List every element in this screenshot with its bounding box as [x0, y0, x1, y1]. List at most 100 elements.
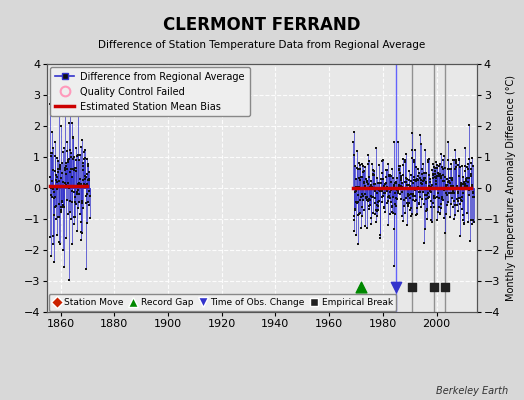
Point — [421, 226, 430, 232]
Point — [455, 173, 464, 180]
Point — [58, 149, 67, 155]
Text: CLERMONT FERRAND: CLERMONT FERRAND — [163, 16, 361, 34]
Point — [372, 144, 380, 151]
Point — [57, 209, 66, 216]
Point — [360, 180, 368, 187]
Point — [77, 229, 85, 236]
Point — [440, 187, 448, 193]
Point — [368, 166, 377, 173]
Point — [85, 193, 94, 200]
Point — [403, 181, 411, 188]
Point — [55, 178, 63, 184]
Point — [418, 184, 426, 191]
Point — [435, 173, 444, 179]
Point — [457, 196, 465, 203]
Point — [420, 175, 429, 181]
Point — [49, 195, 58, 201]
Point — [361, 190, 369, 197]
Point — [50, 189, 58, 195]
Point — [439, 166, 447, 172]
Point — [364, 181, 372, 187]
Point — [412, 176, 420, 183]
Point — [398, 183, 406, 190]
Point — [380, 190, 389, 196]
Point — [425, 183, 433, 189]
Point — [433, 217, 442, 224]
Point — [457, 180, 466, 186]
Point — [86, 215, 94, 222]
Point — [46, 174, 54, 180]
Point — [420, 175, 429, 181]
Point — [450, 216, 458, 222]
Point — [423, 206, 431, 212]
Point — [449, 204, 457, 211]
Point — [353, 192, 362, 198]
Point — [365, 174, 373, 180]
Point — [55, 88, 63, 95]
Point — [353, 165, 361, 172]
Point — [424, 182, 433, 189]
Y-axis label: Monthly Temperature Anomaly Difference (°C): Monthly Temperature Anomaly Difference (… — [506, 75, 516, 301]
Point — [64, 156, 73, 162]
Point — [438, 194, 446, 200]
Point — [414, 200, 423, 206]
Point — [65, 120, 73, 126]
Point — [57, 175, 66, 181]
Point — [67, 166, 75, 172]
Point — [443, 139, 452, 146]
Point — [63, 197, 71, 203]
Point — [390, 184, 398, 190]
Point — [351, 189, 359, 196]
Point — [466, 217, 475, 223]
Point — [463, 210, 472, 216]
Point — [402, 174, 410, 181]
Point — [412, 197, 420, 204]
Point — [414, 166, 422, 172]
Point — [64, 185, 73, 192]
Point — [375, 179, 383, 186]
Point — [56, 162, 64, 168]
Point — [387, 187, 395, 194]
Point — [449, 157, 457, 164]
Point — [408, 197, 417, 203]
Point — [67, 150, 75, 156]
Point — [445, 178, 453, 184]
Point — [356, 166, 364, 172]
Point — [401, 151, 410, 157]
Point — [427, 217, 435, 224]
Point — [395, 184, 403, 190]
Point — [457, 183, 465, 189]
Point — [441, 186, 449, 192]
Point — [462, 176, 471, 182]
Point — [467, 172, 475, 179]
Point — [423, 192, 431, 198]
Point — [365, 206, 373, 212]
Point — [79, 160, 87, 166]
Point — [350, 129, 358, 135]
Point — [60, 204, 68, 210]
Point — [354, 241, 362, 247]
Point — [469, 163, 477, 169]
Point — [413, 184, 422, 191]
Point — [79, 163, 88, 170]
Point — [435, 172, 443, 178]
Point — [410, 187, 419, 193]
Point — [357, 225, 366, 232]
Point — [448, 177, 456, 184]
Point — [69, 189, 78, 195]
Point — [376, 188, 384, 194]
Point — [51, 204, 59, 210]
Point — [82, 181, 91, 187]
Point — [367, 178, 375, 184]
Point — [84, 177, 92, 184]
Point — [427, 189, 435, 195]
Point — [49, 145, 58, 152]
Point — [422, 207, 431, 214]
Point — [71, 199, 79, 206]
Point — [359, 193, 367, 199]
Point — [364, 161, 373, 167]
Point — [421, 180, 430, 186]
Point — [69, 134, 78, 140]
Point — [444, 166, 452, 172]
Point — [423, 189, 432, 196]
